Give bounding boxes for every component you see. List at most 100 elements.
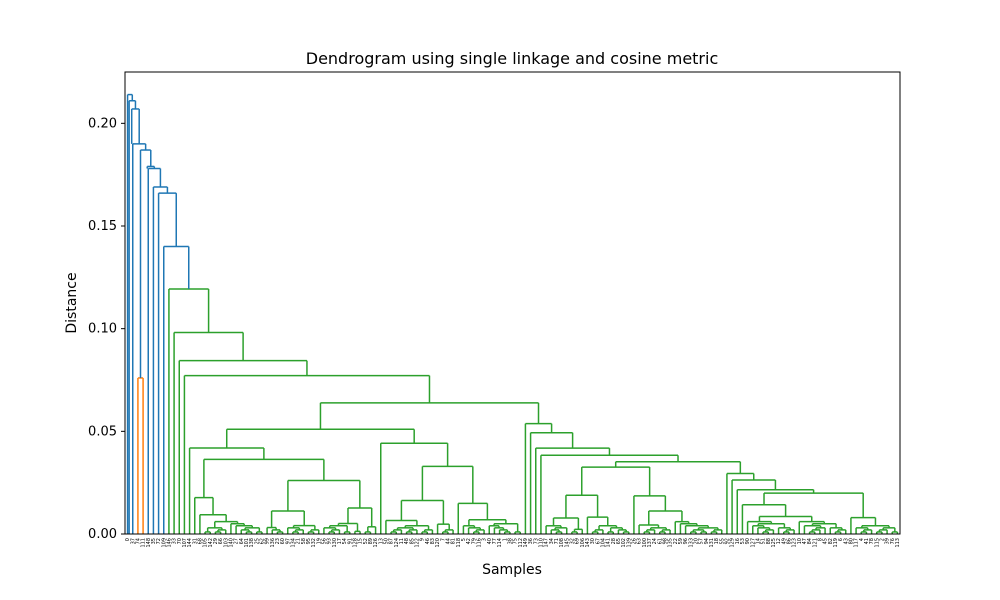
leaf-label: 105	[203, 538, 209, 548]
leaf-label: 59	[678, 538, 684, 544]
leaf-label: 22	[673, 538, 679, 544]
leaf-label: 146	[166, 538, 172, 548]
leaf-label: 37	[130, 538, 136, 544]
chart-title: Dendrogram using single linkage and cosi…	[306, 49, 719, 68]
leaf-label: 47	[802, 538, 808, 544]
leaf-label: 124	[394, 538, 400, 548]
leaf-label: 90	[745, 538, 751, 544]
leaf-label: 24	[652, 538, 658, 544]
leaf-label: 118	[456, 538, 462, 548]
leaf-label: 106	[580, 538, 586, 548]
leaf-label: 8	[817, 538, 823, 541]
leaf-label: 66	[218, 538, 224, 544]
leaf-label: 76	[890, 538, 896, 544]
leaf-label: 109	[161, 538, 167, 548]
leaf-label: 1	[502, 538, 508, 541]
leaf-label: 63	[637, 538, 643, 544]
leaf-label: 69	[575, 538, 581, 544]
leaf-label: 29	[213, 538, 219, 544]
leaf-label: 80	[848, 538, 854, 544]
leaf-label: 102	[621, 538, 627, 548]
leaf-label: 103	[223, 538, 229, 548]
leaf-label: 101	[244, 538, 250, 548]
leaf-label: 36	[528, 538, 534, 544]
leaf-label: 139	[626, 538, 632, 548]
leaf-label: 86	[786, 538, 792, 544]
leaf-label: 134	[290, 538, 296, 548]
leaf-label: 77	[492, 538, 498, 544]
y-tick-label: 0.15	[88, 219, 117, 234]
leaf-label: 145	[564, 538, 570, 548]
leaf-label: 15	[358, 538, 364, 544]
leaf-label: 43	[843, 538, 849, 544]
y-tick-label: 0.10	[88, 322, 117, 337]
leaf-label: 135	[668, 538, 674, 548]
leaf-label: 88	[766, 538, 772, 544]
y-tick-label: 0.05	[88, 424, 117, 439]
leaf-label: 128	[352, 538, 358, 548]
leaf-label: 40	[487, 538, 493, 544]
leaf-label: 87	[389, 538, 395, 544]
leaf-label: 115	[874, 538, 880, 548]
leaf-label: 9	[420, 538, 426, 541]
leaf-label: 95	[306, 538, 312, 544]
leaf-label: 120	[435, 538, 441, 548]
leaf-label: 61	[657, 538, 663, 544]
leaf-label: 72	[156, 538, 162, 544]
leaf-label: 0	[125, 538, 131, 541]
plot-frame	[124, 71, 901, 535]
leaf-label: 28	[611, 538, 617, 544]
leaf-label: 110	[538, 538, 544, 548]
leaf-label: 144	[187, 538, 193, 548]
x-axis-label: Samples	[482, 562, 542, 578]
leaf-label: 14	[755, 538, 761, 544]
leaf-label: 31	[192, 538, 198, 544]
leaf-label: 147	[544, 538, 550, 548]
leaf-label: 81	[451, 538, 457, 544]
leaf-label: 55	[719, 538, 725, 544]
leaf-label: 104	[600, 538, 606, 548]
leaf-label: 4	[859, 538, 865, 541]
leaf-label: 148	[146, 538, 152, 548]
leaf-label: 35	[151, 538, 157, 544]
leaf-label: 60	[280, 538, 286, 544]
leaf-label: 51	[761, 538, 767, 544]
leaf-label: 83	[430, 538, 436, 544]
leaf-label: 65	[616, 538, 622, 544]
leaf-label: 17	[337, 538, 343, 544]
leaf-label: 143	[585, 538, 591, 548]
leaf-label: 53	[740, 538, 746, 544]
x-axis-leaf-labels: 0 37 74 111 148 35 72 109 146 33 70 107 144 31 68 105 14…	[125, 538, 901, 548]
leaf-label: 85	[409, 538, 415, 544]
leaf-label: 111	[141, 538, 147, 548]
leaf-label: 91	[347, 538, 353, 544]
leaf-label: 131	[709, 538, 715, 548]
leaf-label: 5	[461, 538, 467, 541]
leaf-label: 32	[569, 538, 575, 544]
leaf-label: 92	[724, 538, 730, 544]
leaf-label: 44	[445, 538, 451, 544]
leaf-label: 7	[440, 538, 446, 541]
leaf-label: 13	[378, 538, 384, 544]
leaf-label: 39	[885, 538, 891, 544]
leaf-label: 107	[182, 538, 188, 548]
leaf-label: 20	[693, 538, 699, 544]
leaf-label: 54	[342, 538, 348, 544]
leaf-label: 98	[662, 538, 668, 544]
leaf-label: 23	[275, 538, 281, 544]
leaf-label: 38	[507, 538, 513, 544]
leaf-label: 21	[296, 538, 302, 544]
leaf-label: 108	[559, 538, 565, 548]
leaf-label: 84	[807, 538, 813, 544]
leaf-label: 75	[513, 538, 519, 544]
leaf-label: 73	[533, 538, 539, 544]
leaf-label: 138	[249, 538, 255, 548]
leaf-label: 113	[895, 538, 901, 548]
leaf-label: 129	[730, 538, 736, 548]
leaf-label: 62	[259, 538, 265, 544]
leaf-label: 126	[373, 538, 379, 548]
leaf-label: 56	[321, 538, 327, 544]
leaf-label: 46	[425, 538, 431, 544]
leaf-label: 97	[285, 538, 291, 544]
leaf-label: 70	[177, 538, 183, 544]
